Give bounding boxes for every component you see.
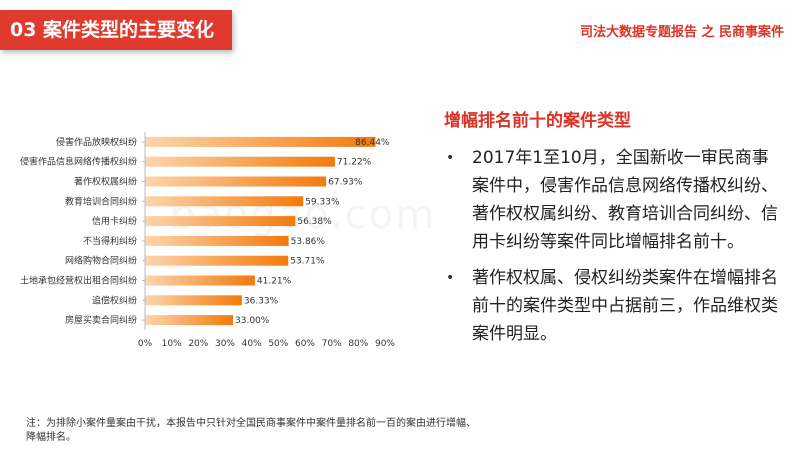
data-label: 33.00% [235,316,270,326]
bullet-dot-icon: • [446,150,455,166]
bar [145,295,242,306]
category-label: 信用卡纠纷 [92,215,137,227]
data-label: 67.93% [328,178,363,188]
category-label: 网络购物合同纠纷 [65,255,137,267]
x-tick-label: 60% [295,339,315,349]
bar [145,315,233,326]
bullet-item: • 著作权权属、侵权纠纷类案件在增幅排名前十的案件类型中占据前三，作品维权类案件… [444,264,784,348]
x-tick-label: 90% [375,339,395,349]
bar [145,156,335,167]
x-tick-label: 70% [322,339,342,349]
bullet-text: 著作权权属、侵权纠纷类案件在增幅排名前十的案件类型中占据前三，作品维权类案件明显… [472,268,778,344]
x-tick-label: 80% [348,339,368,349]
category-label: 土地承包经营权出租合同纠纷 [20,275,137,287]
data-label: 71.22% [337,158,372,168]
bullet-list: • 2017年1至10月，全国新收一审民商事案件中，侵害作品信息网络传播权纠纷、… [444,144,784,356]
bar [145,216,296,227]
bar [145,275,255,286]
bar [145,196,304,207]
x-tick-label: 10% [162,339,182,349]
right-panel-heading: 增幅排名前十的案件类型 [444,111,631,131]
bullet-item: • 2017年1至10月，全国新收一审民商事案件中，侵害作品信息网络传播权纠纷、… [444,144,784,256]
bullet-dot-icon: • [446,270,455,286]
x-tick-label: 20% [188,339,208,349]
data-label: 53.71% [290,257,325,267]
category-label: 著作权权属纠纷 [74,176,137,188]
category-label: 追偿权纠纷 [92,294,137,306]
section-title: 03 案件类型的主要变化 [0,10,232,50]
data-label: 36.33% [244,296,279,306]
bar [145,235,289,246]
data-label: 59.33% [305,197,340,207]
data-label: 53.86% [291,237,326,247]
bar-chart-svg: 侵害作品放映权纠纷 86.44% 侵害作品信息网络传播权纠纷 71.22% 著作权权属纠… [20,132,395,349]
category-label: 房屋买卖合同纠纷 [65,314,137,326]
data-label: 41.21% [257,277,292,287]
category-label: 不当得利纠纷 [83,235,137,247]
bar-chart: 侵害作品放映权纠纷 86.44% 侵害作品信息网络传播权纠纷 71.22% 著作权权属纠… [0,126,420,354]
data-label: 86.44% [355,138,390,148]
footnote: 注：为排除小案件量案由干扰，本报告中只针对全国民商事案件中案件量排名前一百的案由… [26,418,476,443]
bullet-text: 2017年1至10月，全国新收一审民商事案件中，侵害作品信息网络传播权纠纷、著作… [472,148,778,252]
category-label: 教育培训合同纠纷 [65,195,137,207]
report-title: 司法大数据专题报告 之 民商事案件 [579,25,784,40]
bar [145,255,289,266]
category-label: 侵害作品放映权纠纷 [56,136,137,148]
x-tick-label: 40% [242,339,262,349]
category-label: 侵害作品信息网络传播权纠纷 [20,156,137,168]
data-label: 56.38% [297,217,332,227]
x-tick-label: 30% [215,339,235,349]
bar [145,176,327,187]
x-tick-label: 0% [138,339,153,349]
bar [145,136,376,147]
x-tick-label: 50% [268,339,288,349]
